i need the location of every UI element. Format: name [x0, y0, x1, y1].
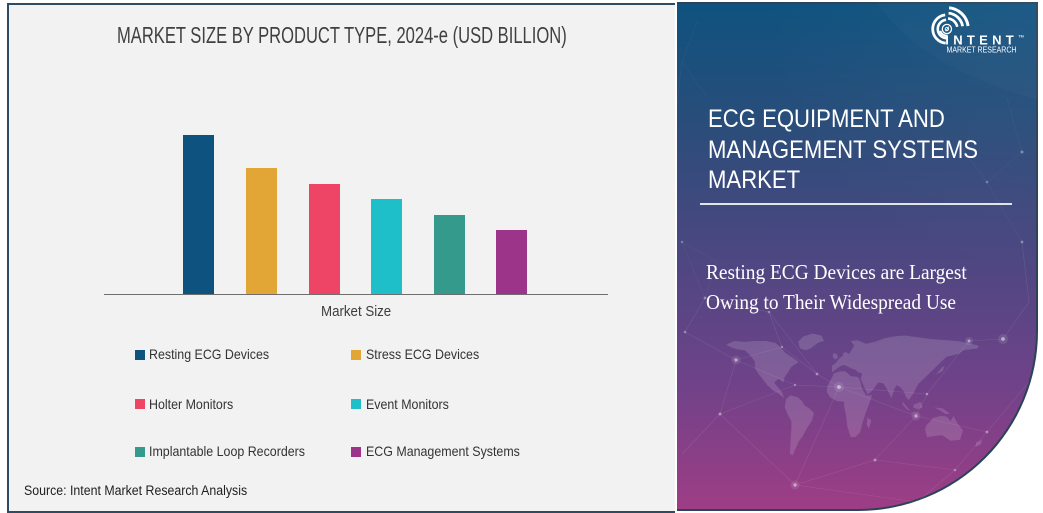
- svg-text:™: ™: [1018, 35, 1024, 42]
- svg-text:INTENT: INTENT: [945, 32, 1018, 47]
- svg-text:MARKET RESEARCH: MARKET RESEARCH: [947, 46, 1017, 55]
